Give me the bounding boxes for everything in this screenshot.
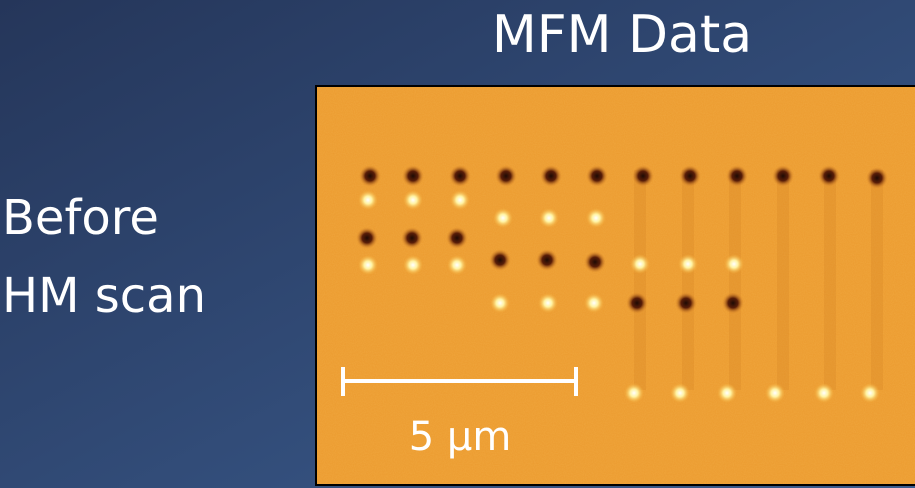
dark-spot (359, 165, 381, 187)
dark-spot (726, 165, 748, 187)
bright-spot (538, 293, 558, 313)
label-line: HM scan (2, 268, 206, 324)
bright-spot (670, 383, 690, 403)
dark-spot (401, 227, 423, 249)
dark-spot (722, 292, 744, 314)
dark-spot (818, 165, 840, 187)
dark-spot (584, 251, 606, 273)
dark-spot (866, 167, 888, 189)
label-line: Before (2, 190, 159, 246)
page: MFM Data Before HM scan 5 μm (() => { co… (0, 0, 915, 488)
dark-spot (446, 227, 468, 249)
bright-spot (678, 254, 698, 274)
slide: MFM Data Before HM scan 5 μm (0, 0, 915, 488)
bright-spot (717, 383, 737, 403)
dark-spot (495, 165, 517, 187)
streak (729, 170, 741, 390)
dark-spot (626, 292, 648, 314)
scale-label: 5 μm (409, 414, 512, 460)
bright-spot (358, 255, 378, 275)
dark-spot (679, 165, 701, 187)
dark-spot (489, 249, 511, 271)
bright-spot (860, 383, 880, 403)
streak (634, 170, 646, 390)
bright-spot (403, 255, 423, 275)
bright-spot (358, 190, 378, 210)
dark-spot (540, 165, 562, 187)
bright-spot (403, 190, 423, 210)
bright-spot (490, 293, 510, 313)
streak (871, 170, 883, 390)
bright-spot (539, 208, 559, 228)
dark-spot (632, 165, 654, 187)
bright-spot (584, 293, 604, 313)
streak (824, 170, 836, 390)
dark-spot (536, 249, 558, 271)
bright-spot (765, 383, 785, 403)
dark-spot (449, 165, 471, 187)
dark-spot (586, 165, 608, 187)
dark-spot (772, 165, 794, 187)
bright-spot (447, 255, 467, 275)
bright-spot (624, 383, 644, 403)
bright-spot (724, 254, 744, 274)
mfm-image (317, 87, 915, 484)
title: MFM Data (492, 5, 752, 65)
dark-spot (675, 292, 697, 314)
bright-spot (450, 190, 470, 210)
streak (682, 170, 694, 390)
bright-spot (493, 208, 513, 228)
bright-spot (630, 254, 650, 274)
dark-spot (402, 165, 424, 187)
bright-spot (586, 208, 606, 228)
streak (777, 170, 789, 390)
dark-spot (356, 227, 378, 249)
bright-spot (814, 383, 834, 403)
